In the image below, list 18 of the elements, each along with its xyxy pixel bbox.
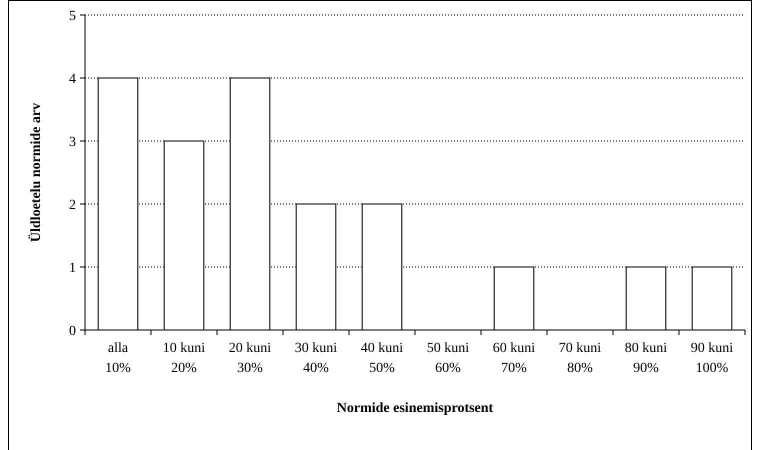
- x-tick-label: alla 10%: [105, 341, 132, 376]
- x-tick-label: 40 kuni 50%: [360, 341, 404, 376]
- x-tick-label: 20 kuni 30%: [228, 341, 272, 376]
- x-axis-title: Normide esinemisprotsent: [336, 401, 494, 416]
- y-tick-label: 4: [69, 72, 76, 87]
- x-tick-label: 70 kuni 80%: [558, 341, 602, 376]
- y-tick-label: 2: [69, 198, 76, 213]
- y-tick-label: 0: [69, 324, 76, 339]
- y-tick-label: 3: [69, 134, 76, 150]
- y-axis-title: Üldloetelu normide arv: [28, 102, 44, 242]
- x-tick-label: 60 kuni 70%: [492, 341, 536, 376]
- x-tick-label: 90 kuni 100%: [690, 341, 734, 376]
- x-tick-label: 80 kuni 90%: [624, 341, 668, 376]
- y-tick-label: 1: [69, 260, 76, 276]
- x-tick-label: 10 kuni 20%: [162, 341, 206, 376]
- x-tick-label: 50 kuni 60%: [426, 341, 470, 376]
- y-tick-label: 5: [69, 8, 76, 24]
- x-tick-label: 30 kuni 40%: [294, 341, 338, 376]
